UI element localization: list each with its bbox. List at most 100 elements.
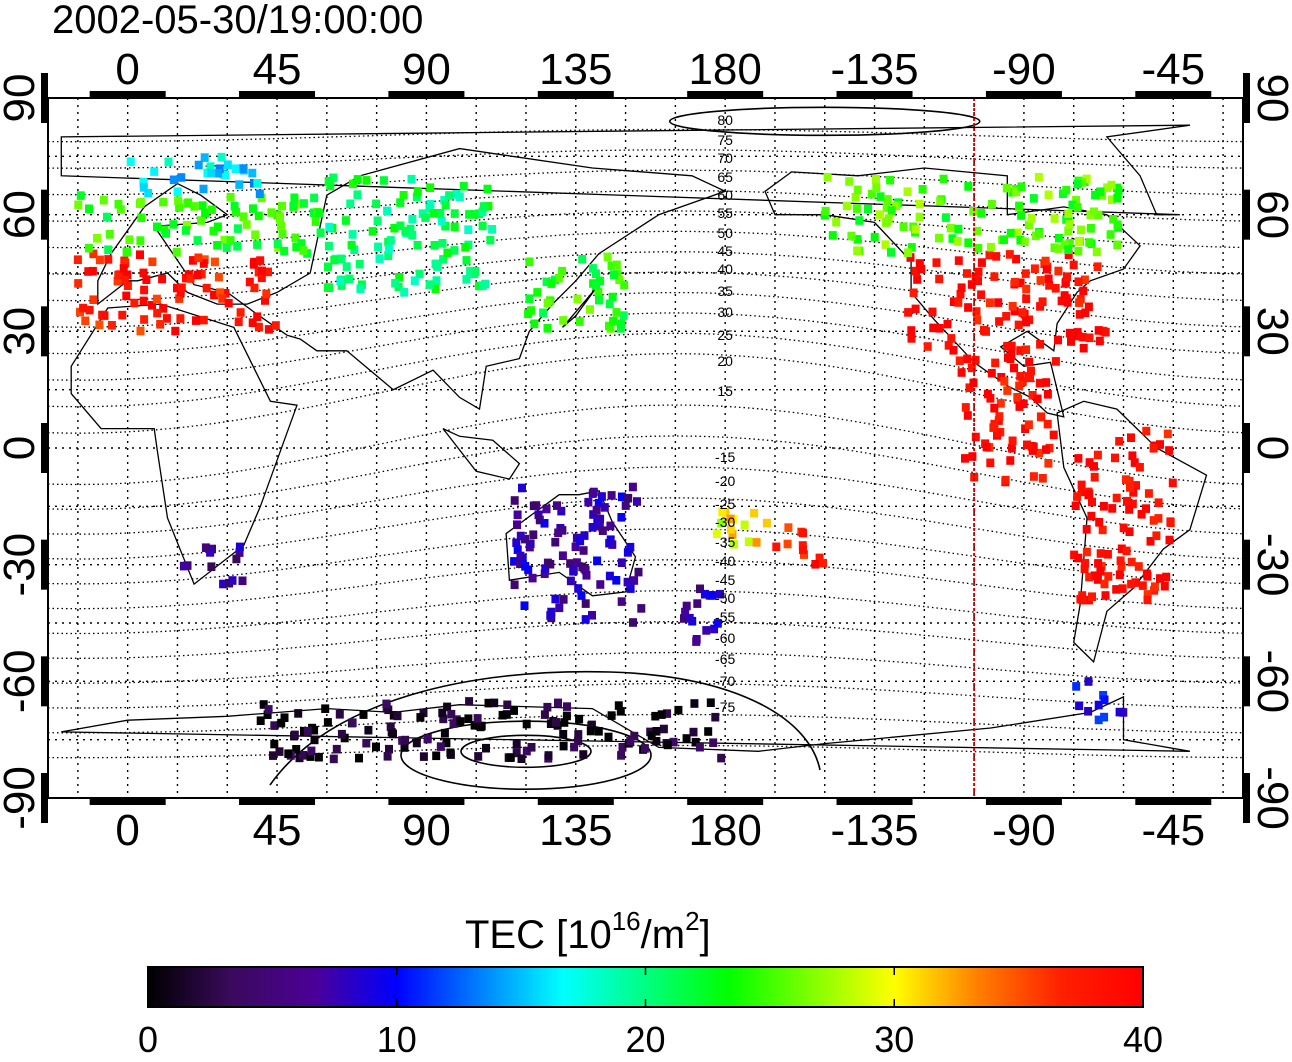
bottom-lon-label: 45 <box>253 806 302 855</box>
tec-cell <box>407 174 416 184</box>
tec-cell <box>447 709 456 719</box>
tec-cell <box>1127 557 1136 567</box>
tec-cell <box>171 326 180 336</box>
contour-label: 60 <box>717 187 733 203</box>
tec-cell <box>162 314 171 323</box>
tec-cell <box>1043 390 1052 399</box>
tec-cell <box>297 239 306 248</box>
left-frame-bar <box>41 306 48 357</box>
right-lat-label: 30 <box>1248 307 1292 356</box>
tec-cell <box>484 698 493 708</box>
tec-cell <box>310 735 319 745</box>
tec-cell <box>612 576 621 585</box>
tec-cell <box>1130 458 1139 467</box>
tec-cell <box>1115 437 1124 446</box>
tec-cell <box>478 221 487 231</box>
tec-cell <box>98 310 107 320</box>
contour-label: 40 <box>717 261 733 277</box>
tec-cell <box>1023 440 1031 450</box>
tec-cell <box>578 255 587 264</box>
tec-cell <box>432 276 441 285</box>
tec-cell <box>506 753 515 762</box>
tec-cell <box>1010 363 1018 373</box>
tec-cell <box>522 746 531 756</box>
tec-cell <box>1035 448 1044 458</box>
tec-cell <box>588 523 597 532</box>
tec-cell <box>1119 523 1128 533</box>
tec-cell <box>1162 572 1171 582</box>
tec-cell <box>396 221 405 231</box>
tec-cell <box>294 709 303 718</box>
tec-cell <box>853 246 862 255</box>
tec-cell <box>852 204 861 213</box>
tec-cell <box>915 259 924 268</box>
tec-cell <box>876 192 885 201</box>
tec-cell <box>383 752 392 761</box>
tec-cell <box>1014 320 1023 330</box>
tec-cell <box>465 210 474 219</box>
tec-cell <box>718 507 727 517</box>
tec-cell <box>728 530 737 539</box>
tec-cell <box>540 569 549 578</box>
tec-cell <box>137 213 146 223</box>
tec-cell <box>438 708 447 718</box>
tec-cell <box>1160 581 1169 591</box>
tec-cell <box>425 204 434 213</box>
tec-cell <box>1085 572 1094 582</box>
tec-cell <box>1081 308 1090 318</box>
tec-cell <box>270 739 279 749</box>
bottom-frame-bar <box>985 798 1062 805</box>
tec-cell <box>139 178 148 187</box>
tec-cell <box>190 202 199 211</box>
tec-cell <box>321 704 330 713</box>
tec-cell <box>359 710 368 719</box>
tec-cell <box>963 354 972 364</box>
right-frame-bar <box>1243 189 1250 240</box>
tec-cell <box>1099 502 1108 511</box>
tec-cell <box>936 196 945 206</box>
tec-cell <box>1025 220 1033 230</box>
contour-label: 35 <box>717 283 733 299</box>
tec-cell <box>289 201 298 211</box>
tec-cell <box>164 157 173 167</box>
tec-cell <box>680 614 688 623</box>
tec-cell <box>1006 228 1015 238</box>
tec-cell <box>1015 201 1024 211</box>
tec-cell <box>1025 357 1034 367</box>
tec-cell <box>1113 240 1122 250</box>
right-lat-label: 60 <box>1248 190 1292 239</box>
tec-cell <box>488 225 497 234</box>
tec-cell <box>325 222 334 232</box>
tec-cell <box>1094 559 1103 568</box>
tec-cell <box>689 727 698 737</box>
tec-cell <box>194 160 203 170</box>
tec-cell <box>206 162 215 171</box>
tec-cell <box>971 432 980 442</box>
tec-cell <box>408 231 417 240</box>
tec-cell <box>93 234 101 243</box>
tec-cell <box>1013 228 1022 238</box>
tec-cell <box>882 203 891 212</box>
tec-cell <box>682 601 691 611</box>
tec-cell <box>581 565 590 575</box>
tec-cell <box>923 342 932 351</box>
tec-cell <box>348 230 357 239</box>
tec-cell <box>248 318 257 327</box>
tec-cell <box>1090 207 1098 217</box>
tec-cell <box>954 256 963 265</box>
tec-cell <box>303 727 312 736</box>
tec-cell <box>324 177 333 186</box>
tec-cell <box>1091 190 1100 200</box>
tec-cell <box>346 199 355 209</box>
left-frame-bar <box>41 73 48 123</box>
tec-cell <box>605 538 614 548</box>
tec-cell <box>943 319 952 329</box>
tec-cell <box>1086 224 1095 233</box>
tec-cell <box>640 744 649 753</box>
tec-cell <box>362 176 371 185</box>
tec-cell <box>231 164 240 173</box>
tec-cell <box>1044 274 1053 284</box>
tec-cell <box>440 728 449 738</box>
tec-cell <box>150 167 159 176</box>
tec-cell <box>202 283 211 293</box>
